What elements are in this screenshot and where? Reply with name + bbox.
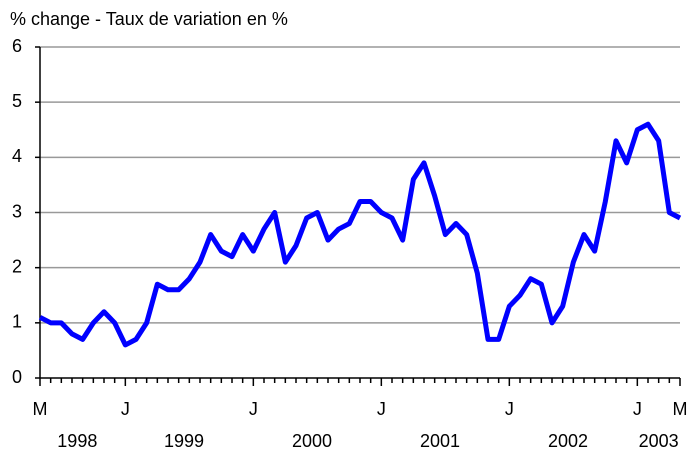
y-tick-label: 1 [12,312,22,332]
y-tick-label: 3 [12,201,22,221]
y-tick-label: 4 [12,146,22,166]
line-series [38,121,682,348]
y-tick-label: 6 [12,36,22,56]
chart-title: % change - Taux de variation en % [10,9,288,29]
x-tick-label: J [377,399,386,419]
y-tick-label: 5 [12,91,22,111]
x-tick-label: J [121,399,130,419]
y-tick-label: 2 [12,256,22,276]
x-tick-label: J [505,399,514,419]
x-tick-label: J [633,399,642,419]
x-tick-label: M [33,399,48,419]
year-label: 1998 [57,431,97,450]
x-tick-label: J [249,399,258,419]
y-tick-label: 0 [12,367,22,387]
year-label: 2001 [420,431,460,450]
year-label: 2002 [548,431,588,450]
year-label: 1999 [164,431,204,450]
x-tick-label: M [673,399,688,419]
year-label: 2003 [639,431,679,450]
year-label: 2000 [292,431,332,450]
